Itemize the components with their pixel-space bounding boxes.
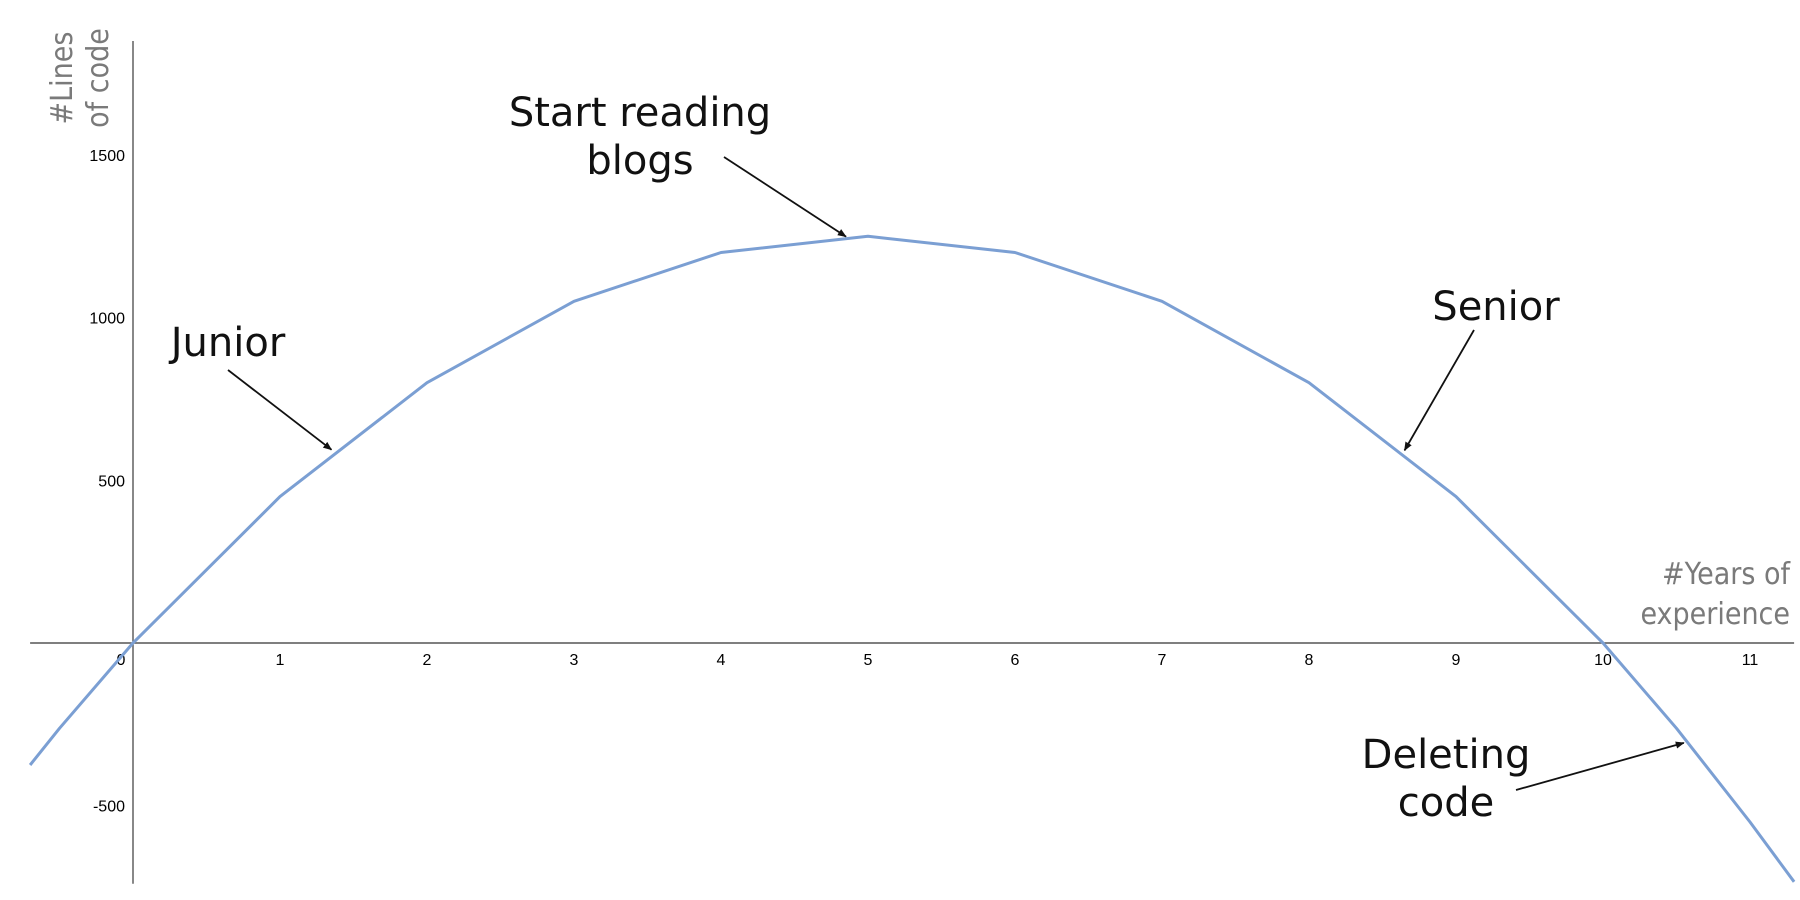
x-tick-label: 10 (1594, 652, 1612, 669)
axes (30, 41, 1795, 884)
annotation-text: Deleting code (1362, 732, 1531, 826)
annotation-arrow (1403, 329, 1475, 452)
y-tick-label: 500 (98, 473, 125, 490)
y-tick-label: -500 (93, 799, 125, 816)
axis-labels: #Linesof code #Years of experience (45, 28, 1792, 632)
y-tick-label: 1500 (89, 148, 125, 165)
x-tick-label: 11 (1742, 652, 1759, 669)
x-tick-label: 8 (1305, 652, 1314, 669)
y-tick-label: 1000 (89, 311, 125, 328)
tick-labels: 0 1 2 3 4 5 6 7 8 9 10 11 -500 500 1000 1500 (89, 148, 1758, 816)
series-line (28, 234, 1796, 883)
x-tick-label: 9 (1452, 652, 1461, 669)
annotation-text: Senior (1432, 284, 1560, 330)
annotation-arrow (1515, 741, 1685, 791)
annotation-blogs: Start reading blogs (509, 90, 847, 238)
annotations: Junior Start reading blogs Senior Deleting co… (168, 90, 1685, 826)
annotation-text: Junior (168, 320, 286, 366)
x-tick-label: 3 (570, 652, 579, 669)
x-tick-label: 0 (117, 652, 126, 669)
annotation-arrow (227, 369, 333, 451)
series (28, 234, 1796, 883)
annotation-junior: Junior (168, 320, 333, 451)
annotation-arrow (723, 156, 847, 238)
x-tick-label: 1 (276, 652, 285, 669)
x-tick-label: 7 (1158, 652, 1167, 669)
annotation-text: Start reading blogs (509, 90, 771, 184)
annotation-senior: Senior (1403, 284, 1560, 452)
x-tick-label: 6 (1011, 652, 1020, 669)
x-tick-label: 2 (423, 652, 432, 669)
x-tick-label: 4 (717, 652, 726, 669)
x-tick-label: 5 (864, 652, 873, 669)
annotation-deleting: Deleting code (1362, 732, 1685, 826)
y-axis-label: #Linesof code (45, 28, 116, 128)
x-axis-label: #Years of experience (1640, 557, 1791, 632)
